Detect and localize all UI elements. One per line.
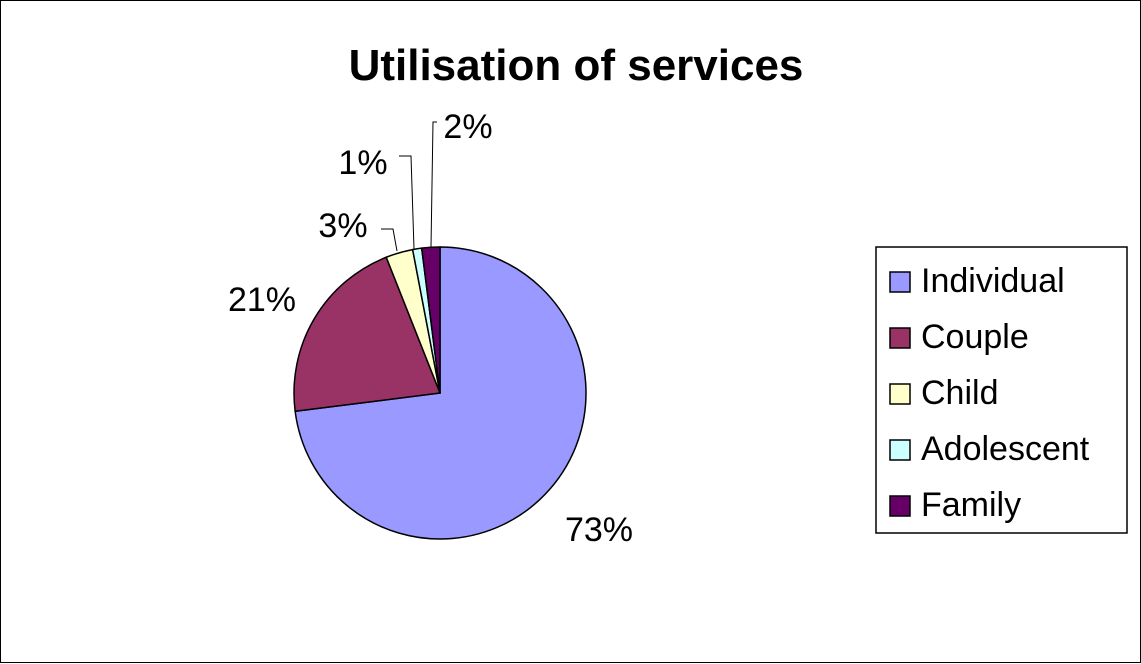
- legend-swatch-adolescent: [889, 439, 911, 461]
- data-label-individual: 73%: [565, 511, 633, 549]
- legend-label-family: Family: [921, 486, 1021, 524]
- legend-swatch-individual: [889, 271, 911, 293]
- leader-lines: [381, 121, 437, 252]
- legend-box: [875, 246, 1128, 534]
- legend-swatch-couple: [889, 327, 911, 349]
- leader-line-adolescent: [399, 155, 415, 250]
- pie-slices: [293, 246, 587, 540]
- legend: Individual Couple Child Adolescent Family: [875, 246, 1128, 534]
- pie-slice-family: [420, 246, 441, 394]
- legend-label-individual: Individual: [921, 262, 1065, 300]
- pie-slice-couple: [293, 256, 442, 413]
- legend-label-couple: Couple: [921, 318, 1029, 356]
- legend-label-adolescent: Adolescent: [921, 430, 1090, 468]
- data-label-adolescent: 1%: [338, 144, 387, 182]
- legend-swatch-family: [889, 495, 911, 517]
- data-label-child: 3%: [318, 207, 367, 245]
- leader-line-family: [430, 121, 437, 248]
- leader-line-child: [381, 228, 398, 252]
- legend-label-child: Child: [921, 374, 998, 412]
- data-labels: 73% 21% 3% 1% 2%: [228, 108, 633, 549]
- data-label-couple: 21%: [228, 281, 296, 319]
- legend-swatch-child: [889, 383, 911, 405]
- data-label-family: 2%: [443, 108, 492, 146]
- chart-title: Utilisation of services: [349, 41, 804, 90]
